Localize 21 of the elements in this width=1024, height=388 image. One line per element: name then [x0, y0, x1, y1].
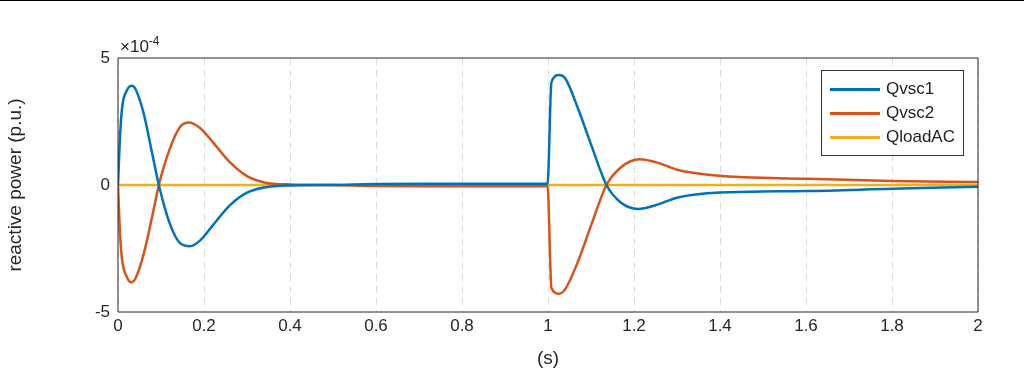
legend-label: QloadAC — [886, 127, 955, 147]
y-tick-label: 5 — [100, 47, 110, 67]
x-tick-label: 0.4 — [278, 315, 302, 335]
legend-label: Qvsc1 — [886, 79, 935, 99]
x-tick-label: 1.2 — [622, 315, 646, 335]
x-tick-label: 0 — [113, 315, 123, 335]
x-tick-label: 1.6 — [794, 315, 818, 335]
x-tick-label: 0.6 — [364, 315, 388, 335]
x-tick-label: 1.8 — [880, 315, 904, 335]
x-axis-title: (s) — [536, 346, 560, 368]
x-tick-label: 0.8 — [450, 315, 474, 335]
x-tick-label: 1.4 — [708, 315, 732, 335]
x-tick-label: 2 — [973, 315, 983, 335]
x-tick-label: 0.2 — [192, 315, 216, 335]
line-series — [118, 121, 978, 295]
legend-label: Qvsc2 — [886, 103, 935, 123]
x-tick-label: 1 — [543, 315, 553, 335]
y-tick-label: -5 — [94, 301, 110, 321]
y-axis-title: reactive power (p.u.) — [3, 98, 25, 272]
line-series — [118, 73, 978, 248]
y-tick-label: 0 — [100, 174, 110, 194]
